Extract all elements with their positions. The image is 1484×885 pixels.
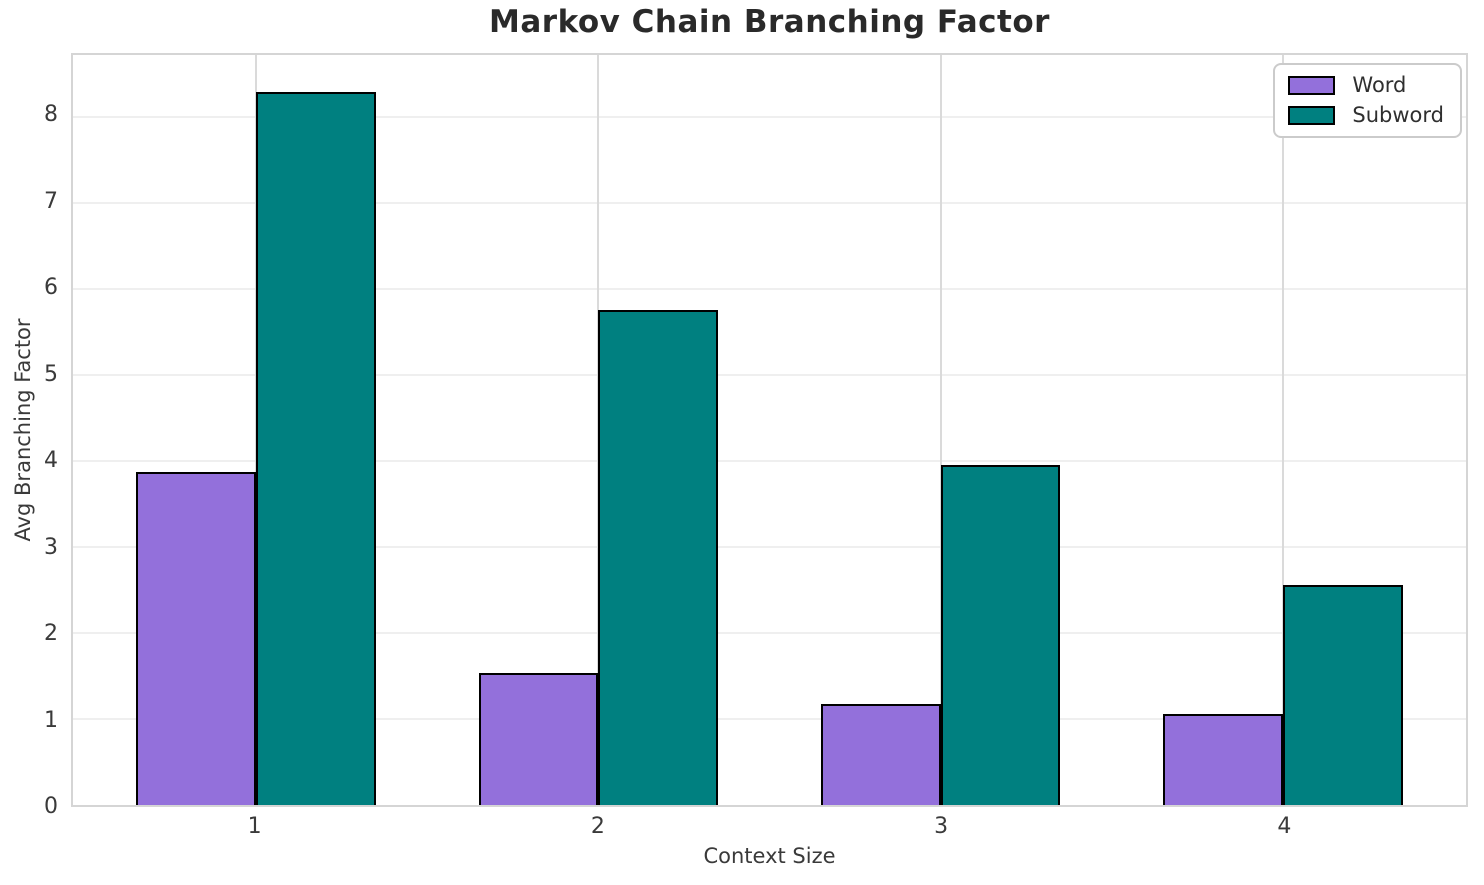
plot-area <box>71 53 1468 807</box>
y-tick-1: 1 <box>44 707 58 733</box>
bar-subword-3 <box>940 465 1061 805</box>
y-tick-5: 5 <box>44 361 58 387</box>
y-tick-4: 4 <box>44 448 58 474</box>
legend: Word Subword <box>1273 63 1462 139</box>
y-axis-ticks: 0 1 2 3 4 5 6 7 8 <box>0 53 58 818</box>
legend-swatch-word <box>1288 76 1336 96</box>
y-tick-3: 3 <box>44 534 58 560</box>
h-gridline-5 <box>73 373 1466 376</box>
legend-swatch-subword <box>1288 106 1336 126</box>
legend-item-subword: Subword <box>1288 103 1444 128</box>
x-tick-2: 2 <box>590 814 605 839</box>
x-axis-ticks: 1 2 3 4 <box>71 816 1468 846</box>
h-gridline-1 <box>73 718 1466 720</box>
y-tick-7: 7 <box>44 188 58 214</box>
v-gridline-4 <box>1281 55 1284 805</box>
y-tick-8: 8 <box>44 102 58 128</box>
y-tick-6: 6 <box>44 275 58 301</box>
y-tick-0: 0 <box>44 794 58 819</box>
legend-item-word: Word <box>1288 73 1444 97</box>
bar-word-3 <box>820 704 941 805</box>
bar-word-1 <box>136 472 257 805</box>
x-tick-1: 1 <box>247 814 262 839</box>
bar-subword-4 <box>1282 584 1403 805</box>
h-gridline-4 <box>73 459 1466 462</box>
v-gridline-3 <box>939 55 942 805</box>
bar-word-2 <box>478 673 599 805</box>
bar-subword-1 <box>256 91 376 805</box>
x-tick-4: 4 <box>1277 814 1292 839</box>
bar-word-4 <box>1163 713 1283 805</box>
legend-label: Word <box>1352 73 1407 97</box>
x-axis-label: Context Size <box>703 844 836 868</box>
y-tick-2: 2 <box>44 621 58 647</box>
chart-title: Markov Chain Branching Factor <box>489 4 1050 40</box>
h-gridline-2 <box>73 631 1466 634</box>
legend-label: Subword <box>1352 103 1444 128</box>
h-gridline-7 <box>73 201 1466 204</box>
x-tick-3: 3 <box>934 814 949 839</box>
bar-subword-2 <box>598 309 719 805</box>
h-gridline-8 <box>73 115 1466 118</box>
h-gridline-3 <box>73 545 1466 548</box>
h-gridline-6 <box>73 287 1466 290</box>
